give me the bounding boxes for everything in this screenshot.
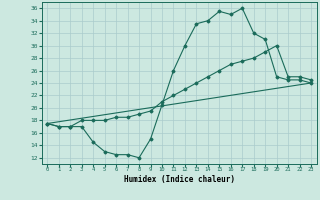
X-axis label: Humidex (Indice chaleur): Humidex (Indice chaleur) xyxy=(124,175,235,184)
